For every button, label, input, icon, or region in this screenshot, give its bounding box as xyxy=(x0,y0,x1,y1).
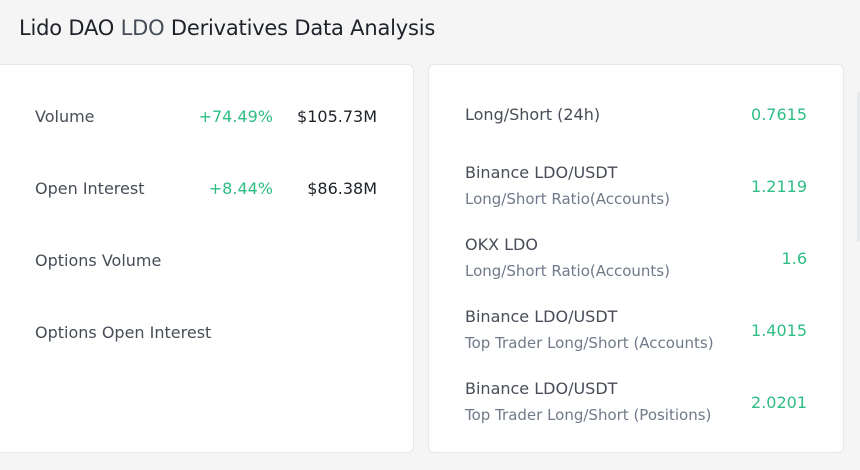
long-short-24h-label: Long/Short (24h) xyxy=(465,105,601,124)
volume-change: +74.49% xyxy=(198,107,273,126)
okx-accounts-ratio-title: OKX LDO xyxy=(465,235,538,254)
binance-top-trader-positions-title: Binance LDO/USDT xyxy=(465,379,618,398)
binance-accounts-ratio-value: 1.2119 xyxy=(751,177,807,196)
long-short-card: Long/Short (24h) 0.7615 Binance LDO/USDT… xyxy=(428,64,844,453)
binance-top-trader-accounts-row: Binance LDO/USDT Top Trader Long/Short (… xyxy=(465,307,807,363)
options-open-interest-label: Options Open Interest xyxy=(35,323,212,342)
okx-accounts-ratio-subtitle: Long/Short Ratio(Accounts) xyxy=(465,262,670,280)
title-suffix: Derivatives Data Analysis xyxy=(164,16,436,40)
okx-accounts-ratio-row: OKX LDO Long/Short Ratio(Accounts) 1.6 xyxy=(465,235,807,291)
binance-top-trader-accounts-subtitle: Top Trader Long/Short (Accounts) xyxy=(465,334,714,352)
page-title: Lido DAO LDO Derivatives Data Analysis xyxy=(19,16,435,40)
binance-accounts-ratio-row: Binance LDO/USDT Long/Short Ratio(Accoun… xyxy=(465,163,807,219)
open-interest-change: +8.44% xyxy=(208,179,273,198)
open-interest-label: Open Interest xyxy=(35,179,145,198)
next-card-edge xyxy=(857,92,860,242)
long-short-24h-row: Long/Short (24h) 0.7615 xyxy=(465,89,807,145)
market-stats-card: Volume +74.49% $105.73M Open Interest +8… xyxy=(0,64,414,453)
binance-top-trader-accounts-value: 1.4015 xyxy=(751,321,807,340)
options-volume-label: Options Volume xyxy=(35,251,162,270)
volume-label: Volume xyxy=(35,107,95,126)
open-interest-value: $86.38M xyxy=(307,179,377,198)
long-short-24h-value: 0.7615 xyxy=(751,105,807,124)
title-symbol[interactable]: LDO xyxy=(120,16,165,40)
binance-top-trader-positions-row: Binance LDO/USDT Top Trader Long/Short (… xyxy=(465,379,807,435)
title-prefix: Lido DAO xyxy=(19,16,121,40)
binance-top-trader-positions-value: 2.0201 xyxy=(751,393,807,412)
binance-top-trader-positions-subtitle: Top Trader Long/Short (Positions) xyxy=(465,406,712,424)
binance-top-trader-accounts-title: Binance LDO/USDT xyxy=(465,307,618,326)
binance-accounts-ratio-title: Binance LDO/USDT xyxy=(465,163,618,182)
okx-accounts-ratio-value: 1.6 xyxy=(781,249,807,268)
binance-accounts-ratio-subtitle: Long/Short Ratio(Accounts) xyxy=(465,190,670,208)
volume-value: $105.73M xyxy=(297,107,377,126)
